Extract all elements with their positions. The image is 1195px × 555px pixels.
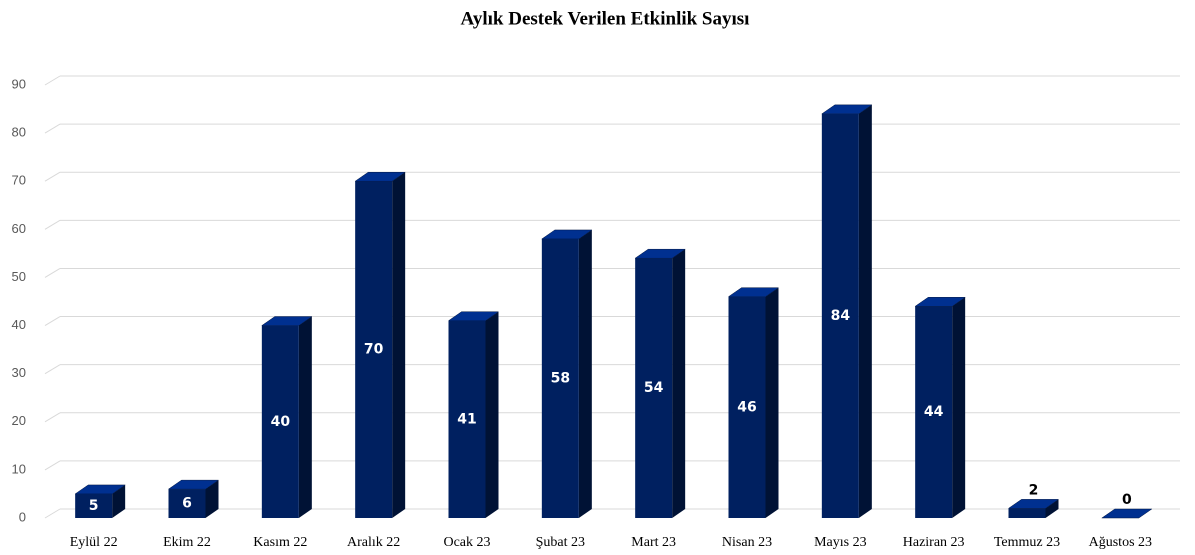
x-tick-label: Haziran 23 bbox=[903, 535, 965, 550]
data-label: 41 bbox=[457, 411, 476, 427]
bar-side bbox=[1045, 499, 1059, 518]
grid-line bbox=[44, 412, 61, 423]
x-tick-label: Mart 23 bbox=[631, 535, 676, 550]
y-tick-label: 60 bbox=[12, 221, 26, 236]
x-tick-label: Şubat 23 bbox=[536, 535, 585, 550]
x-tick-label: Eylül 22 bbox=[70, 535, 118, 550]
bar-side bbox=[765, 287, 779, 518]
bar bbox=[915, 306, 953, 518]
bar-side bbox=[485, 311, 499, 518]
y-tick-label: 10 bbox=[12, 461, 26, 476]
bar-side bbox=[298, 316, 312, 518]
bar bbox=[261, 325, 299, 518]
bar bbox=[448, 320, 486, 518]
x-tick-label: Ocak 23 bbox=[443, 535, 490, 550]
y-tick-label: 30 bbox=[12, 365, 26, 380]
bar-side bbox=[205, 480, 219, 518]
data-label: 40 bbox=[271, 414, 291, 430]
grid-line bbox=[44, 123, 61, 134]
bar bbox=[75, 493, 113, 518]
data-label: 0 bbox=[1122, 492, 1132, 508]
bar-side bbox=[578, 229, 592, 518]
y-tick-label: 80 bbox=[12, 125, 26, 140]
grid-line bbox=[44, 171, 61, 182]
bar bbox=[168, 489, 206, 518]
bar-side bbox=[112, 484, 126, 518]
data-label: 84 bbox=[831, 308, 851, 324]
data-label: 54 bbox=[644, 380, 664, 396]
data-label: 70 bbox=[364, 342, 384, 358]
x-tick-label: Mayıs 23 bbox=[814, 535, 867, 550]
y-tick-label: 0 bbox=[19, 509, 26, 524]
x-tick-label: Aralık 22 bbox=[347, 535, 400, 550]
bar bbox=[541, 238, 579, 518]
data-label: 6 bbox=[182, 496, 192, 512]
y-tick-label: 40 bbox=[12, 317, 26, 332]
data-label: 44 bbox=[924, 404, 944, 420]
x-tick-label: Ağustos 23 bbox=[1089, 535, 1152, 550]
x-tick-label: Nisan 23 bbox=[722, 535, 772, 550]
x-tick-label: Ekim 22 bbox=[163, 535, 211, 550]
y-tick-label: 50 bbox=[12, 269, 26, 284]
grid-line bbox=[44, 460, 61, 471]
grid-line bbox=[44, 75, 61, 86]
bar bbox=[821, 113, 859, 518]
grid-line bbox=[44, 364, 61, 375]
bar bbox=[355, 181, 393, 518]
data-label: 2 bbox=[1029, 482, 1039, 498]
x-tick-label: Kasım 22 bbox=[253, 535, 307, 550]
grid-line bbox=[44, 316, 61, 326]
bar bbox=[1008, 508, 1046, 518]
bar-side bbox=[672, 249, 686, 518]
grid-line bbox=[44, 268, 61, 278]
bar-top bbox=[1101, 508, 1153, 519]
bar-side bbox=[858, 104, 872, 518]
y-tick-label: 20 bbox=[12, 413, 26, 428]
chart-title: Aylık Destek Verilen Etkinlik Sayısı bbox=[461, 8, 750, 29]
grid-line bbox=[44, 508, 61, 519]
y-tick-label: 70 bbox=[12, 173, 26, 188]
grid-line bbox=[44, 219, 61, 230]
x-tick-label: Temmuz 23 bbox=[994, 535, 1060, 550]
bar-side bbox=[392, 172, 406, 518]
data-label: 46 bbox=[737, 399, 756, 415]
bar bbox=[635, 258, 673, 518]
y-tick-label: 90 bbox=[12, 76, 26, 91]
data-label: 5 bbox=[89, 498, 99, 514]
data-label: 58 bbox=[551, 370, 570, 386]
bar-side bbox=[952, 297, 966, 518]
bar bbox=[728, 296, 766, 518]
